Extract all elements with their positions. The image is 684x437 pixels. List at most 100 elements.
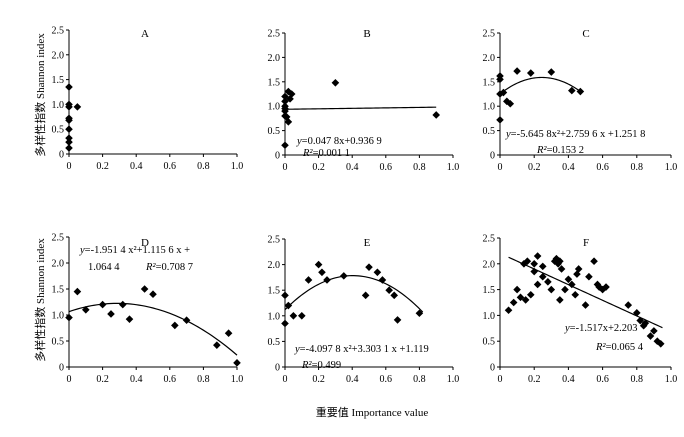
data-point [287,90,296,98]
x-tick-label: 0 [498,162,503,173]
data-point [556,296,564,304]
data-point [598,285,607,294]
data-point [282,113,291,121]
y-tick-label: 0.5 [483,337,496,348]
x-tick-label: 0.4 [562,162,575,173]
panel-label: A [141,28,149,40]
data-point [82,306,90,314]
y-tick-label: 1.5 [268,77,281,88]
data-point [496,75,504,84]
y-tick-label: 2.5 [52,233,65,244]
y-tick-label: 1.5 [483,285,496,296]
y-tick-label: 0 [490,363,495,374]
data-point [233,359,241,367]
data-point [503,97,511,106]
data-point [284,118,293,126]
x-tick-label: 0.6 [596,374,609,385]
panel-label: D [141,237,149,249]
data-point [125,315,134,323]
data-point [590,257,598,266]
chart-panel-C: 0 0.5 1.0 1.5 2.0 2.5 0 0.2 0.4 0.6 0.8 1.0 Cy=-5.64… [483,28,678,173]
data-point [496,116,504,124]
data-point [576,87,585,96]
data-point [65,144,73,152]
data-point [568,86,576,95]
y-tick-label: 2.0 [268,260,281,271]
x-tick-label: 0.2 [528,374,541,385]
x-tick-label: 0.6 [380,374,393,385]
data-point [564,275,573,284]
regression-equation: R²=0.001 1 [302,148,350,159]
y-tick-label: 1.0 [483,311,496,322]
x-tick-label: 1.0 [665,374,678,385]
data-point [65,134,73,142]
y-tick-label: 2.0 [483,53,496,64]
regression-equation: R²=0.499 [301,360,341,371]
data-point [73,287,82,296]
data-point [65,103,73,111]
data-point [544,278,552,286]
y-tick-label: 1.0 [268,102,281,113]
regression-equation: y=-1.951 4 x²+1.115 6 x + [79,245,190,256]
y-tick-label: 0 [59,150,64,161]
data-point [314,260,323,269]
x-tick-label: 0 [283,162,288,173]
y-tick-label: 2.5 [483,29,496,40]
data-point [390,291,398,300]
x-tick-label: 0 [283,374,288,385]
regression-equation: y=-5.645 8x²+2.759 6 x +1.251 8 [505,129,645,140]
data-point [182,316,191,324]
data-point [513,67,521,75]
data-point [516,293,525,302]
panel-label: F [583,237,589,249]
data-point [509,298,518,307]
data-point [533,252,542,260]
data-point [281,291,289,300]
x-tick-label: 0.8 [197,161,210,172]
data-point [585,272,593,281]
x-tick-label: 0.4 [562,374,575,385]
data-point [526,290,535,299]
panel-label: E [364,237,371,249]
x-tick-label: 0.2 [312,374,325,385]
data-point [557,265,566,273]
data-point [284,301,293,310]
trend-line [284,275,424,313]
y-tick-label: 1.5 [52,285,65,296]
y-tick-label: 1.0 [52,311,65,322]
y-tick-label: 1.0 [268,311,281,322]
data-point [361,291,370,300]
data-point [656,339,665,348]
x-tick-label: 0 [67,161,72,172]
data-point [581,301,590,309]
x-tick-label: 0 [498,374,503,385]
data-point [331,78,340,87]
y-axis-label-top: 多样性指数 Shannon index [33,33,47,157]
data-point [530,267,538,276]
x-tick-label: 0.4 [346,162,359,173]
data-point [506,99,515,108]
data-point [499,88,508,97]
x-tick-label: 0.2 [96,161,109,172]
x-tick-label: 0.6 [164,374,177,385]
data-point [284,87,293,96]
data-point [281,319,289,328]
y-tick-label: 2.0 [268,53,281,64]
y-tick-label: 1.5 [52,75,65,86]
y-tick-label: 0 [275,151,280,162]
x-tick-label: 0.4 [130,161,143,172]
y-tick-label: 2.5 [268,235,281,246]
data-point [65,138,73,146]
data-point [149,290,157,298]
y-tick-label: 2.0 [52,259,65,270]
y-tick-label: 1.5 [268,286,281,297]
data-point [98,300,107,309]
regression-equation: 1.064 4 [88,262,120,273]
data-point [641,319,650,327]
data-point [224,329,233,337]
x-tick-label: 0.6 [596,162,609,173]
x-tick-label: 0.8 [197,374,210,385]
data-point [281,141,289,150]
regression-equation: R²=0.153 2 [536,145,584,156]
